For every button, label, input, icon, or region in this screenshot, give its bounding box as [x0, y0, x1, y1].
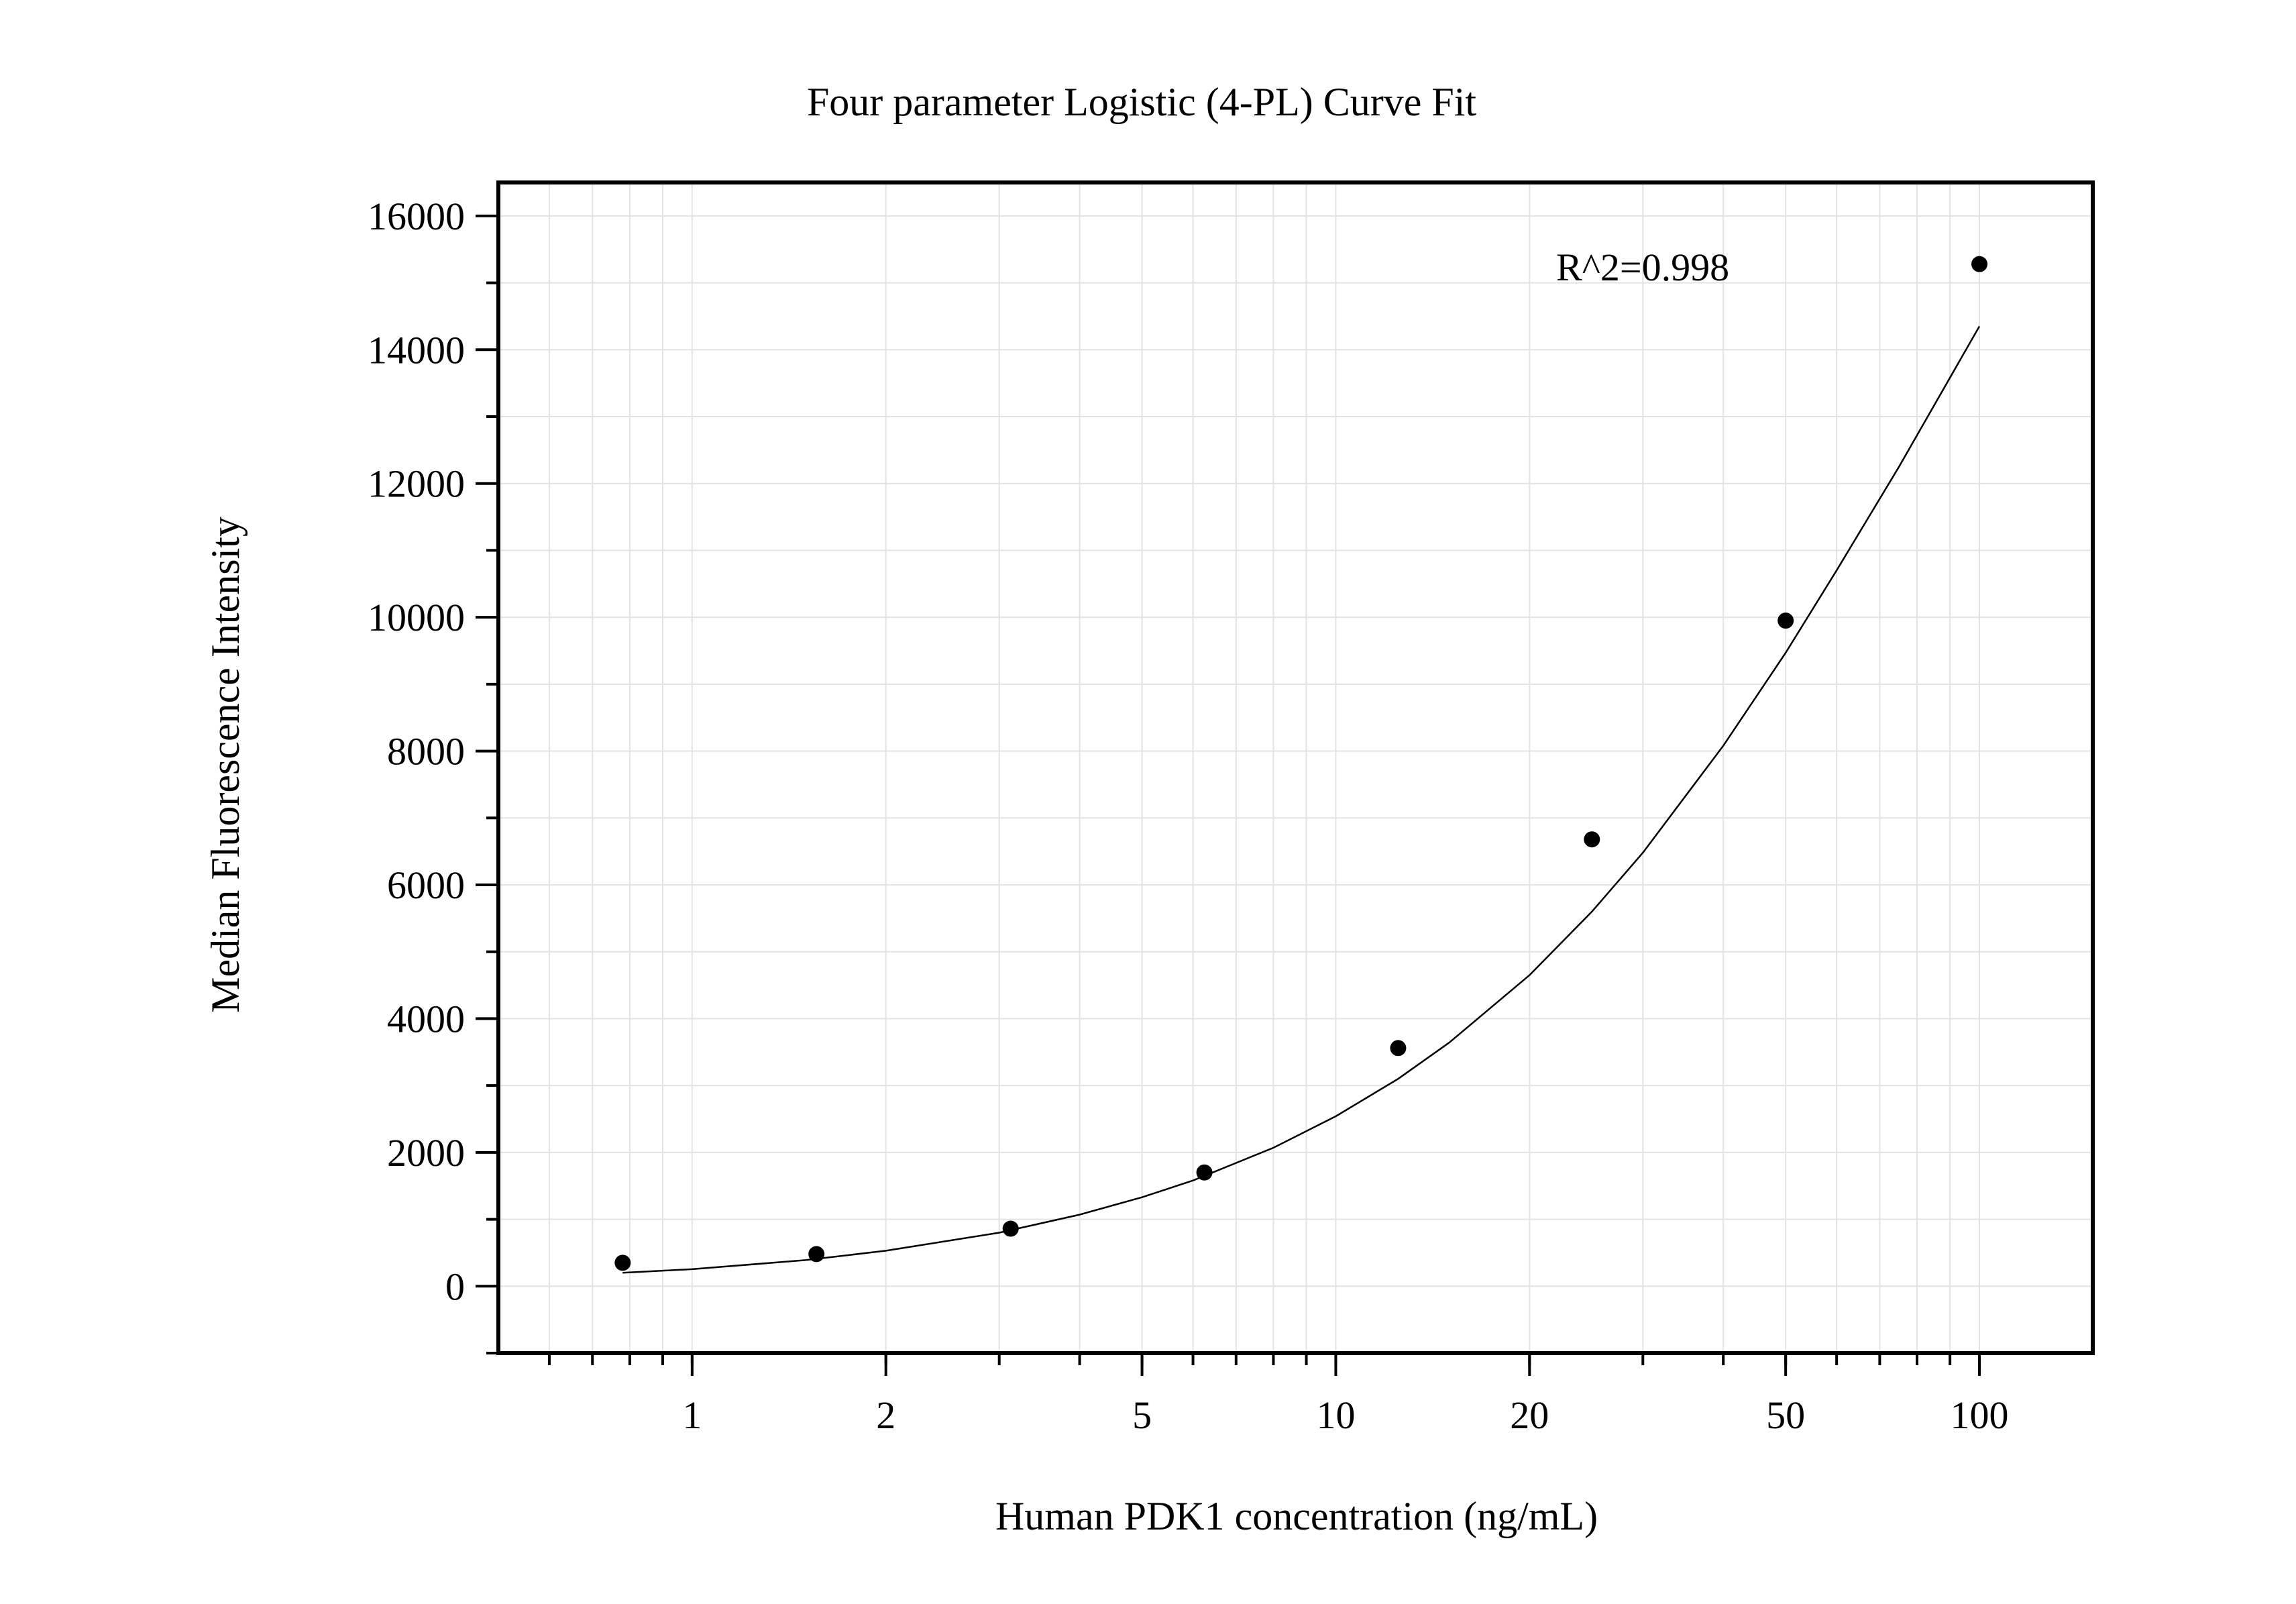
x-tick-label: 100 — [1951, 1393, 2009, 1437]
y-tick-label: 14000 — [368, 328, 465, 372]
grid — [498, 182, 2093, 1354]
tick-labels: 1 2 5 10 20 50 100 0 2000 4000 6000 8000 10000 12000 1… — [368, 195, 2009, 1437]
y-tick-label: 4000 — [387, 997, 465, 1040]
y-tick-label: 0 — [445, 1265, 465, 1308]
axis-ticks — [476, 214, 1981, 1376]
x-tick-label: 10 — [1316, 1393, 1355, 1437]
fit-curve — [622, 325, 1981, 1274]
y-tick-label: 2000 — [387, 1131, 465, 1175]
x-tick-label: 50 — [1766, 1393, 1805, 1437]
data-point — [1584, 831, 1600, 848]
y-axis-label: Median Fluorescence Intensity — [203, 517, 248, 1013]
x-tick-label: 1 — [682, 1393, 702, 1437]
data-point — [808, 1246, 825, 1263]
plot-frame — [496, 180, 2095, 1355]
data-point — [1002, 1220, 1019, 1237]
x-axis-label: Human PDK1 concentration (ng/mL) — [995, 1494, 1598, 1538]
data-point — [1778, 612, 1794, 629]
y-tick-label: 6000 — [387, 863, 465, 907]
data-point — [1196, 1164, 1213, 1181]
data-point — [614, 1254, 631, 1271]
x-tick-label: 20 — [1510, 1393, 1549, 1437]
y-tick-label: 10000 — [368, 596, 465, 639]
chart-title: Four parameter Logistic (4-PL) Curve Fit — [807, 80, 1476, 124]
y-tick-label: 16000 — [368, 195, 465, 238]
y-tick-label: 8000 — [387, 730, 465, 773]
x-tick-label: 2 — [876, 1393, 895, 1437]
x-tick-label: 5 — [1132, 1393, 1152, 1437]
data-point — [1971, 256, 1988, 272]
plot-area — [614, 256, 1988, 1274]
r-squared-annotation: R^2=0.998 — [1556, 246, 1729, 289]
y-tick-label: 12000 — [368, 462, 465, 506]
data-point — [1390, 1040, 1407, 1057]
